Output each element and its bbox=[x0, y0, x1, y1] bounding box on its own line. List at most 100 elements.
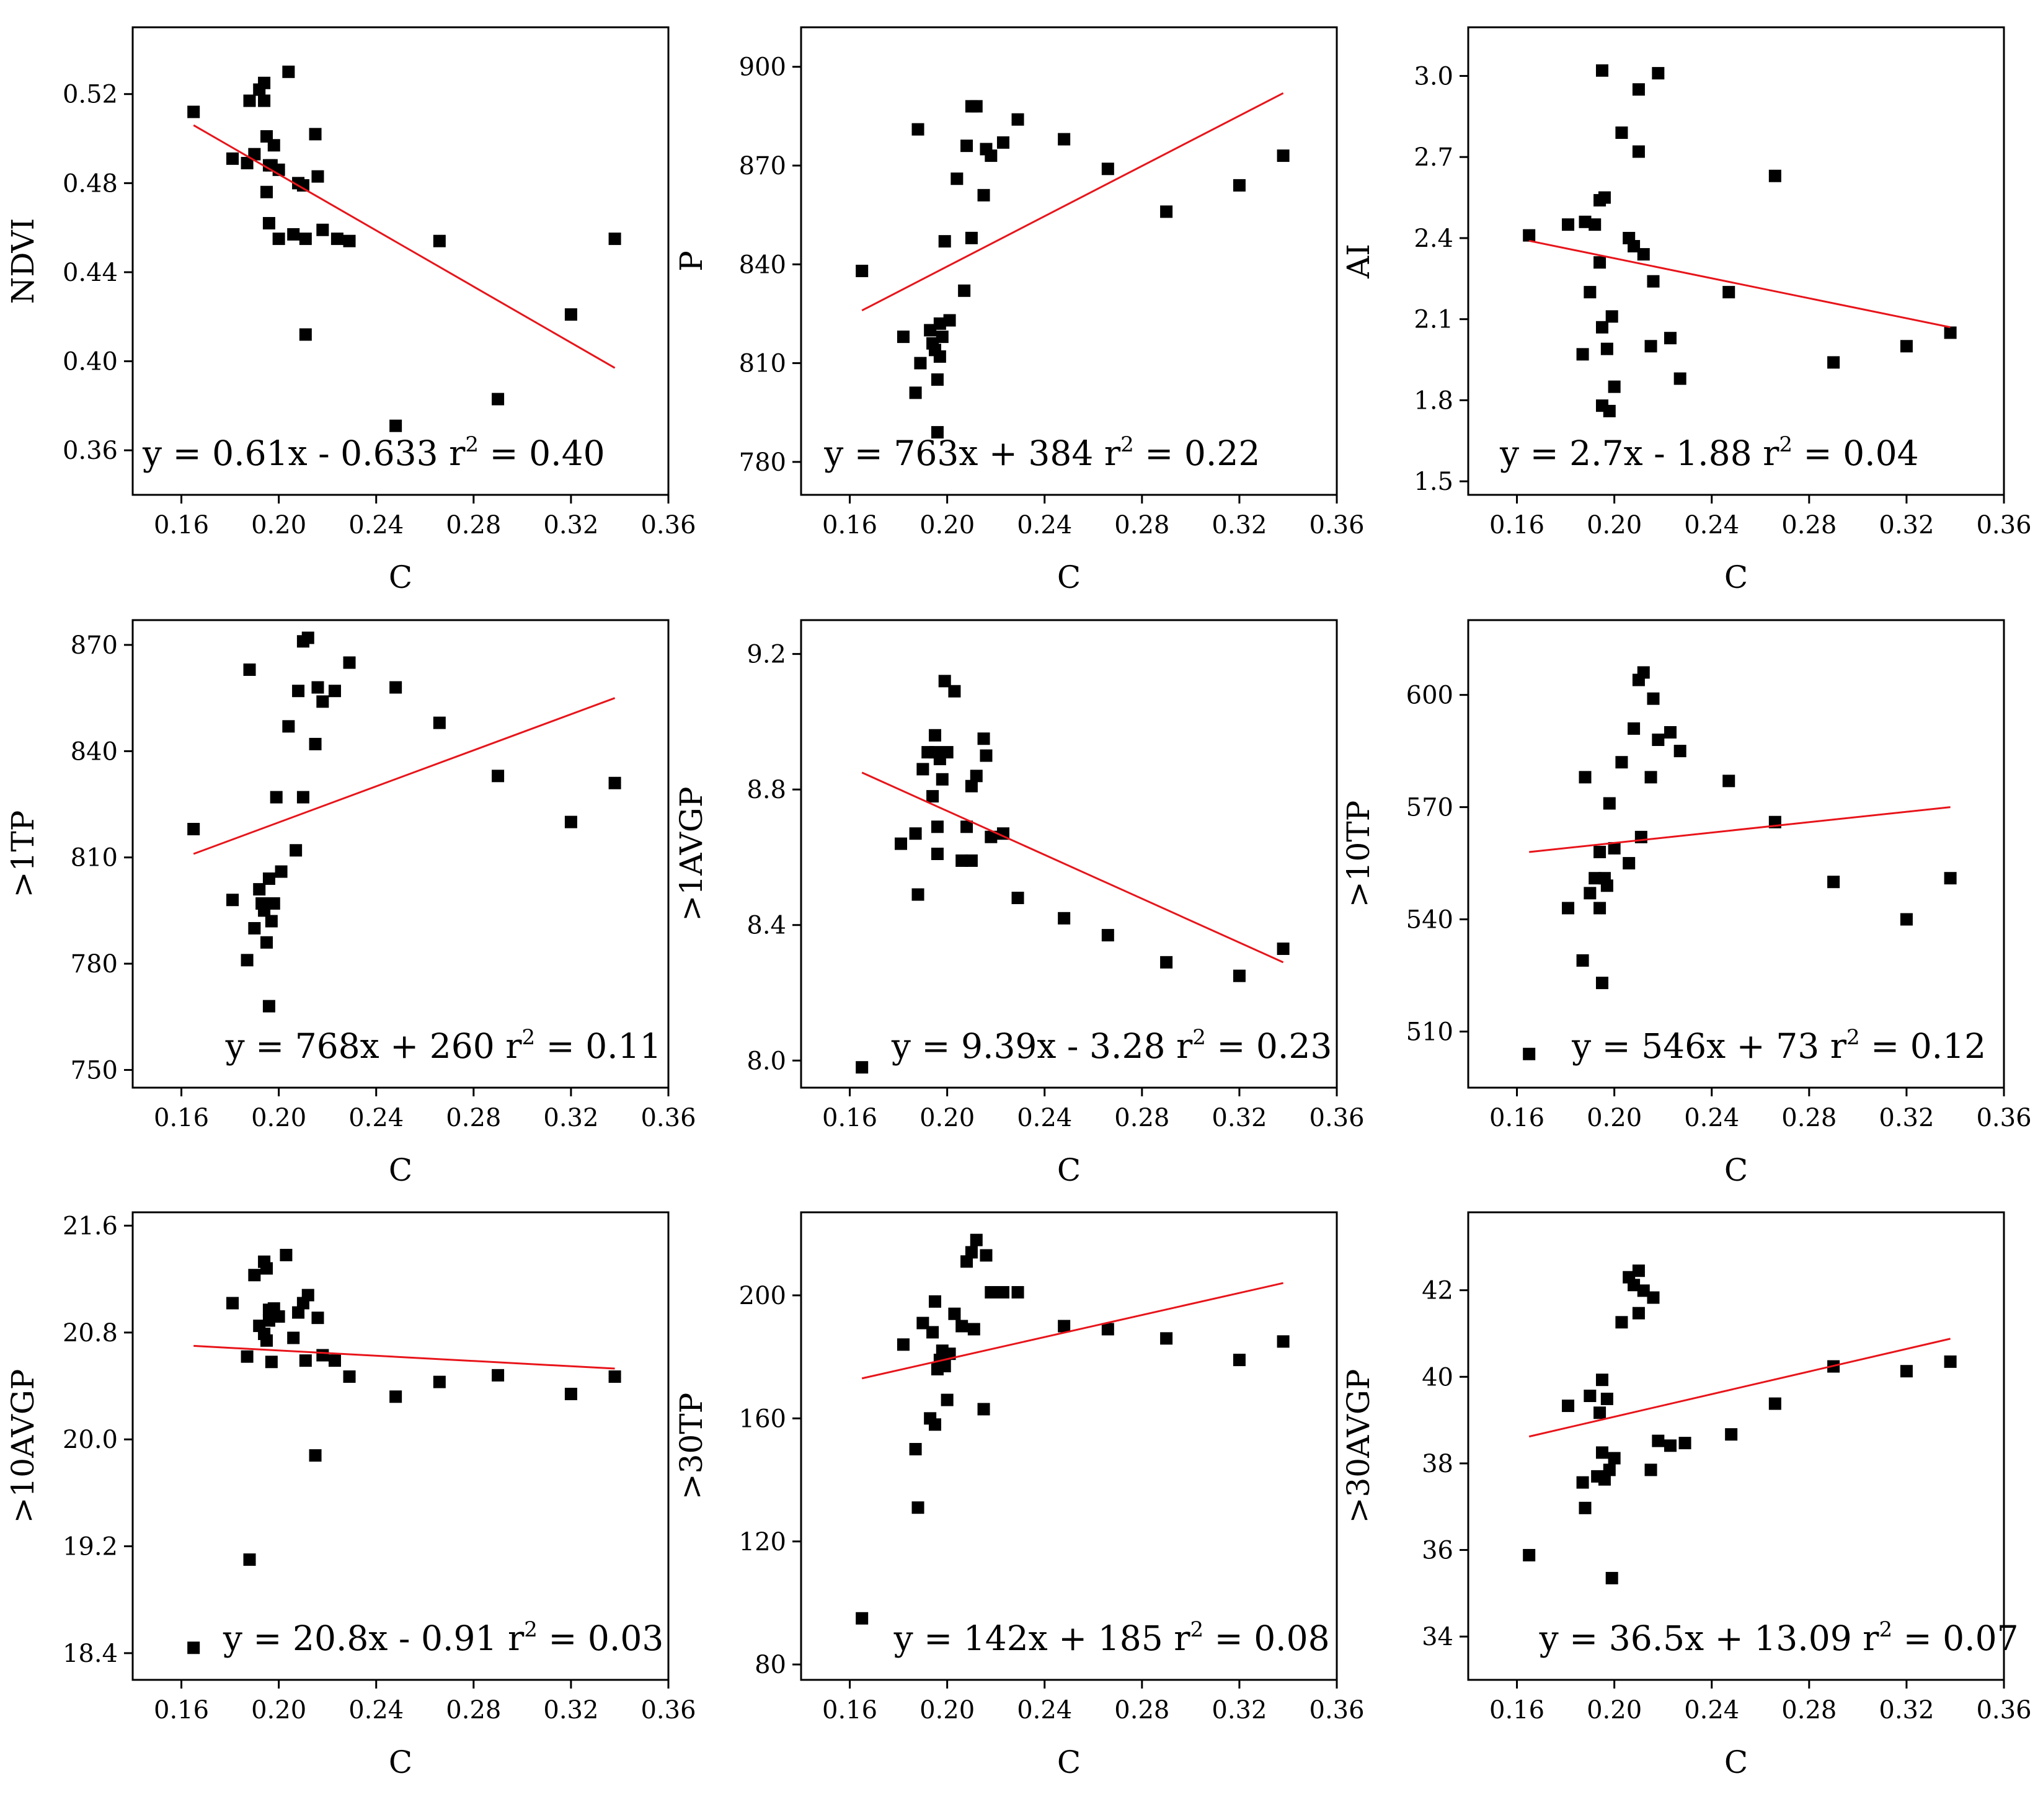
data-point bbox=[965, 854, 978, 867]
data-point bbox=[1632, 1307, 1645, 1320]
data-point bbox=[316, 223, 329, 236]
x-tick-label: 0.16 bbox=[154, 1696, 209, 1725]
data-point bbox=[951, 172, 964, 185]
data-point bbox=[996, 136, 1009, 149]
data-point bbox=[1584, 887, 1597, 900]
data-point bbox=[330, 233, 343, 246]
data-point bbox=[931, 373, 944, 386]
data-point bbox=[262, 1000, 275, 1013]
plot-frame bbox=[800, 26, 1338, 496]
data-point bbox=[265, 1356, 278, 1369]
data-point bbox=[938, 675, 951, 688]
data-point bbox=[226, 894, 239, 907]
data-point bbox=[260, 936, 273, 949]
plot-frame bbox=[1467, 619, 2005, 1089]
x-tick-label: 0.20 bbox=[1587, 511, 1642, 539]
data-point bbox=[1944, 872, 1957, 885]
x-axis-title: C bbox=[1057, 1744, 1081, 1780]
data-point bbox=[389, 681, 402, 694]
data-point bbox=[564, 308, 577, 321]
x-tick-label: 0.32 bbox=[1212, 1696, 1267, 1725]
data-point bbox=[924, 324, 937, 337]
data-point bbox=[1058, 133, 1071, 146]
data-point bbox=[1058, 912, 1071, 925]
y-tick-label: 40 bbox=[1422, 1363, 1453, 1392]
data-point bbox=[258, 904, 271, 917]
data-point bbox=[492, 393, 505, 406]
x-tick-label: 0.32 bbox=[543, 1104, 598, 1132]
data-point bbox=[1608, 380, 1621, 393]
data-point bbox=[1593, 1406, 1606, 1419]
data-point bbox=[1593, 256, 1606, 269]
y-tick-label: 36 bbox=[1422, 1537, 1453, 1565]
data-point bbox=[1584, 286, 1597, 299]
data-point bbox=[226, 152, 239, 165]
y-tick-label: 570 bbox=[1406, 794, 1453, 822]
data-point bbox=[292, 685, 305, 698]
scatter-panel: 0.16 0.20 0.24 0.28 0.32 0.36 1.5 1.8 2.1 2.4 2.7 3… bbox=[1341, 26, 2032, 595]
data-point bbox=[909, 827, 922, 840]
data-point bbox=[1600, 1392, 1613, 1405]
regression-equation: y = 20.8x - 0.91 r2 = 0.03 bbox=[223, 1617, 664, 1658]
y-tick-label: 34 bbox=[1422, 1623, 1453, 1651]
y-tick-label: 3.0 bbox=[1414, 62, 1453, 91]
data-point bbox=[1603, 404, 1616, 417]
data-point bbox=[1628, 240, 1641, 253]
data-point bbox=[933, 350, 946, 363]
data-point bbox=[301, 1289, 314, 1302]
data-point bbox=[1608, 841, 1621, 855]
x-tick-label: 0.36 bbox=[1976, 1696, 2031, 1725]
data-point bbox=[1523, 1047, 1536, 1060]
data-point bbox=[965, 1246, 978, 1259]
x-tick-label: 0.36 bbox=[1309, 1696, 1364, 1725]
data-point bbox=[1644, 340, 1657, 353]
data-point bbox=[343, 234, 356, 247]
data-point bbox=[275, 865, 288, 878]
data-point bbox=[311, 170, 324, 183]
data-point bbox=[1603, 797, 1616, 810]
data-point bbox=[243, 663, 256, 676]
data-point bbox=[262, 1314, 275, 1327]
data-point bbox=[241, 1350, 254, 1363]
data-point bbox=[433, 1375, 446, 1388]
data-point bbox=[287, 1331, 300, 1344]
data-point bbox=[1900, 340, 1913, 353]
data-point bbox=[1900, 1365, 1913, 1378]
data-point bbox=[1160, 205, 1173, 218]
data-point bbox=[938, 235, 951, 248]
data-point bbox=[970, 770, 983, 783]
y-tick-label: 0.44 bbox=[63, 259, 118, 287]
data-point bbox=[492, 1369, 505, 1382]
data-point bbox=[280, 1248, 293, 1261]
data-point bbox=[260, 185, 273, 198]
data-point bbox=[909, 1442, 922, 1455]
data-point bbox=[1233, 969, 1246, 982]
y-tick-label: 510 bbox=[1406, 1018, 1453, 1047]
data-point bbox=[564, 815, 577, 828]
data-point bbox=[1523, 229, 1536, 242]
data-point bbox=[1011, 113, 1024, 126]
data-point bbox=[911, 888, 924, 901]
data-point bbox=[929, 1295, 941, 1308]
data-point bbox=[1615, 1316, 1628, 1329]
regression-equation: y = 9.39x - 3.28 r2 = 0.23 bbox=[891, 1025, 1332, 1066]
data-point bbox=[965, 231, 978, 244]
x-tick-label: 0.20 bbox=[1587, 1696, 1642, 1725]
data-point bbox=[1101, 1323, 1114, 1336]
data-point bbox=[309, 128, 322, 141]
x-tick-label: 0.24 bbox=[348, 1104, 404, 1132]
data-point bbox=[1644, 1463, 1657, 1476]
data-point bbox=[265, 915, 278, 928]
data-point bbox=[243, 94, 256, 107]
data-point bbox=[941, 746, 954, 759]
data-point bbox=[262, 216, 275, 229]
y-tick-label: 840 bbox=[739, 251, 786, 279]
x-tick-label: 0.16 bbox=[154, 1104, 209, 1132]
regression-equation: y = 0.61x - 0.633 r2 = 0.40 bbox=[142, 432, 605, 473]
data-point bbox=[1562, 218, 1575, 231]
data-point bbox=[1637, 1284, 1650, 1297]
y-axis-title: >10TP bbox=[1341, 801, 1376, 908]
data-point bbox=[965, 779, 978, 792]
plot-frame bbox=[800, 619, 1338, 1089]
